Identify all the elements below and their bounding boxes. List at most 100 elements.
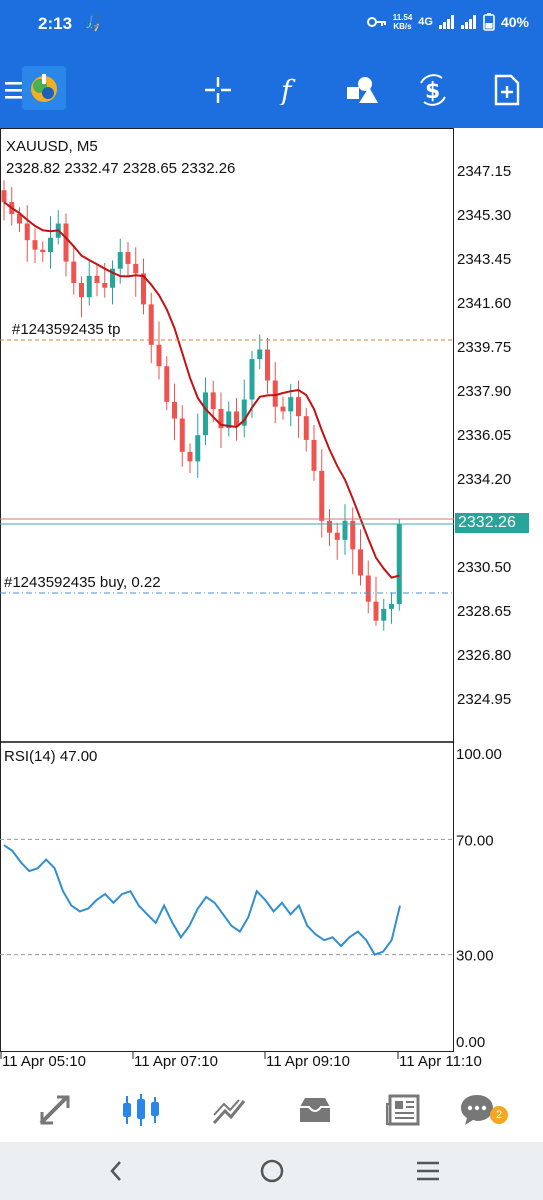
nav-chart[interactable] <box>118 1088 164 1132</box>
price-tick-label: 2345.30 <box>457 207 511 224</box>
price-axis: 2347.15 2345.30 2343.45 2341.60 2339.75 2337.… <box>457 163 511 708</box>
svg-text:$: $ <box>425 79 440 104</box>
candle-body <box>396 524 402 605</box>
app-logo <box>22 66 66 110</box>
candle-body <box>272 380 278 407</box>
candle-body <box>24 223 30 241</box>
shapes-icon <box>347 77 378 103</box>
candle-body <box>164 366 170 402</box>
candle-body <box>156 344 162 367</box>
candle-body <box>389 604 394 609</box>
chart-icon <box>123 1094 159 1126</box>
candle-body <box>350 520 356 550</box>
candle-body <box>296 397 301 417</box>
trade-dollar-button[interactable]: $ <box>413 70 453 110</box>
candle-body <box>1 190 7 203</box>
price-tick-label: 2339.75 <box>457 339 511 356</box>
system-navigation <box>0 1142 543 1200</box>
candle-body <box>249 359 255 400</box>
rsi-line <box>3 844 401 956</box>
candle-body <box>102 282 108 288</box>
net-speed: 11.54 KB/s <box>393 13 413 31</box>
candle-body <box>234 411 239 426</box>
status-time: 2:13 <box>38 14 73 33</box>
nav-news[interactable] <box>380 1088 426 1132</box>
chart-area[interactable]: 2347.15 2345.30 2343.45 2341.60 2339.75 2337.… <box>0 128 543 1073</box>
price-chart[interactable]: 2347.15 2345.30 2343.45 2341.60 2339.75 2337.… <box>0 128 543 1073</box>
price-tick-label: 2328.65 <box>457 603 511 620</box>
candle-body <box>86 275 92 298</box>
crosshair-button[interactable] <box>198 70 238 110</box>
candles-group <box>1 180 402 631</box>
candle-body <box>179 418 185 452</box>
nav-trade[interactable] <box>206 1088 252 1132</box>
recents-button[interactable] <box>408 1156 448 1186</box>
candle-body <box>365 575 371 602</box>
candle-body <box>334 532 340 540</box>
candle-body <box>288 397 294 412</box>
candle-body <box>94 275 100 283</box>
signal-icon-2 <box>460 15 476 29</box>
quotes-icon <box>39 1095 70 1125</box>
message-badge: 2 <box>490 1106 508 1124</box>
trade-icon <box>212 1099 246 1125</box>
candle-body <box>71 261 77 283</box>
candle-body <box>358 549 363 576</box>
candle-body <box>311 439 317 471</box>
time-tick-label: 11 Apr 05:10 <box>2 1053 86 1070</box>
rsi-tick-label: 100.00 <box>456 746 502 763</box>
chart-frame <box>0 128 454 1052</box>
objects-button[interactable] <box>342 70 382 110</box>
candle-body <box>319 470 325 521</box>
back-icon <box>110 1161 121 1181</box>
candle-body <box>373 601 379 621</box>
candle-body <box>257 349 263 360</box>
time-tick-label: 11 Apr 11:10 <box>399 1053 482 1070</box>
moving-average-line <box>3 201 400 579</box>
recents-icon <box>417 1161 439 1181</box>
tp-label: #1243592435 tp <box>12 321 121 338</box>
menu-button[interactable] <box>0 70 32 110</box>
time-tick-label: 11 Apr 09:10 <box>266 1053 350 1070</box>
rsi-tick-label: 70.00 <box>456 832 494 849</box>
candle-body <box>218 409 224 429</box>
net-speed-unit: KB/s <box>393 22 412 31</box>
candle-body <box>241 399 247 426</box>
metatrader-logo-icon <box>22 66 66 110</box>
symbol-label: XAUUSD, M5 <box>6 138 98 155</box>
candle-body <box>63 223 69 262</box>
overlays-group <box>0 201 454 594</box>
candle-body <box>125 252 131 264</box>
price-tick-label: 2334.20 <box>457 471 511 488</box>
candle-body <box>226 411 232 429</box>
candle-body <box>110 268 115 288</box>
function-icon: f <box>279 75 296 105</box>
candle-body <box>172 401 177 419</box>
messages-icon <box>461 1095 493 1125</box>
nav-messages[interactable]: 2 <box>456 1088 508 1132</box>
time-tick-label: 11 Apr 07:10 <box>134 1053 218 1070</box>
nav-history[interactable] <box>292 1088 338 1132</box>
indicators-button[interactable]: f <box>270 70 310 110</box>
price-tick-label: 2341.60 <box>457 295 511 312</box>
candle-body <box>48 237 53 253</box>
history-icon <box>300 1098 330 1122</box>
back-button[interactable] <box>96 1156 136 1186</box>
rsi-label: RSI(14) 47.00 <box>4 748 98 765</box>
notification-icon: 🎣 <box>82 15 102 32</box>
news-icon <box>386 1094 420 1126</box>
candle-body <box>40 249 46 253</box>
crosshair-icon <box>205 77 231 103</box>
bottom-navigation: 2 <box>0 1078 543 1142</box>
home-button[interactable] <box>252 1156 292 1186</box>
nav-quotes[interactable] <box>32 1088 78 1132</box>
candle-body <box>381 608 387 621</box>
candle-body <box>32 240 38 250</box>
price-tick-label: 2337.90 <box>457 383 511 400</box>
candle-body <box>187 451 193 462</box>
candle-body <box>265 349 270 381</box>
network-type: 4G <box>418 16 433 28</box>
new-order-button[interactable] <box>487 70 527 110</box>
buy-label: #1243592435 buy, 0.22 <box>4 574 161 591</box>
price-tick-label: 2336.05 <box>457 427 511 444</box>
